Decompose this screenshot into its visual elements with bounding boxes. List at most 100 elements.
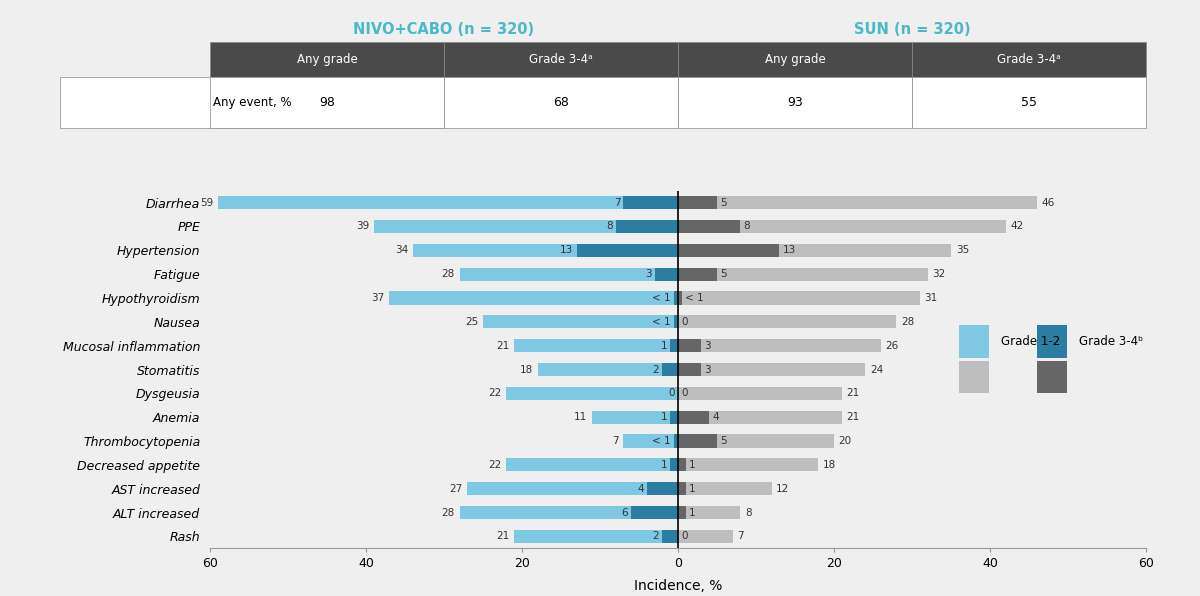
Text: 37: 37	[372, 293, 385, 303]
Text: 7: 7	[737, 532, 744, 541]
Bar	[460, 268, 678, 281]
Text: 7: 7	[613, 198, 620, 207]
Bar	[671, 458, 678, 471]
Text: Grade 3-4ᵃ: Grade 3-4ᵃ	[529, 53, 593, 66]
Text: 24: 24	[870, 365, 883, 374]
Text: 31: 31	[924, 293, 937, 303]
Bar	[390, 291, 678, 305]
Text: 34: 34	[395, 246, 408, 255]
Text: 2: 2	[653, 365, 659, 374]
Text: < 1: < 1	[653, 317, 671, 327]
Bar	[482, 315, 678, 328]
Text: NIVO+CABO (n = 320): NIVO+CABO (n = 320)	[354, 22, 534, 38]
X-axis label: Incidence, %: Incidence, %	[634, 579, 722, 592]
Bar	[678, 268, 718, 281]
Bar	[577, 244, 678, 257]
Text: 25: 25	[466, 317, 479, 327]
Bar	[678, 434, 834, 448]
Text: 1: 1	[660, 412, 667, 422]
Bar	[655, 268, 678, 281]
Bar	[515, 530, 678, 543]
Text: 28: 28	[901, 317, 914, 327]
Text: 35: 35	[955, 246, 968, 255]
Text: 21: 21	[846, 389, 859, 398]
Text: 1: 1	[660, 460, 667, 470]
Text: 98: 98	[319, 97, 335, 109]
Text: 5: 5	[720, 436, 727, 446]
Text: 3: 3	[704, 341, 712, 350]
Text: 3: 3	[704, 365, 712, 374]
Text: 32: 32	[932, 269, 946, 279]
Bar	[678, 220, 1006, 233]
Text: 0: 0	[668, 389, 674, 398]
Bar	[616, 220, 678, 233]
Bar	[662, 363, 678, 376]
Bar	[678, 196, 718, 209]
Text: 55: 55	[1021, 97, 1037, 109]
Text: 20: 20	[839, 436, 852, 446]
Text: 8: 8	[745, 508, 751, 517]
Text: 22: 22	[488, 460, 502, 470]
Bar	[678, 458, 686, 471]
Text: Grade 1-2: Grade 1-2	[1001, 335, 1060, 347]
Text: 8: 8	[744, 222, 750, 231]
Bar	[506, 387, 678, 400]
Text: 4: 4	[637, 484, 643, 493]
Text: 5: 5	[720, 269, 727, 279]
Text: Grade 3-4ᵃ: Grade 3-4ᵃ	[997, 53, 1061, 66]
Bar	[674, 291, 678, 305]
Text: 12: 12	[776, 484, 790, 493]
Bar	[678, 315, 896, 328]
Bar	[678, 411, 709, 424]
Text: 18: 18	[823, 460, 836, 470]
Text: 4: 4	[713, 412, 719, 422]
Text: 1: 1	[689, 508, 696, 517]
Text: 13: 13	[560, 246, 574, 255]
Text: 6: 6	[622, 508, 628, 517]
Bar	[218, 196, 678, 209]
Bar	[678, 363, 701, 376]
Bar	[678, 244, 780, 257]
Bar	[678, 291, 919, 305]
Text: 8: 8	[606, 222, 612, 231]
Text: 21: 21	[497, 532, 510, 541]
Text: 2: 2	[653, 532, 659, 541]
Text: 18: 18	[520, 365, 533, 374]
Text: 21: 21	[846, 412, 859, 422]
Text: 28: 28	[442, 508, 455, 517]
Bar	[678, 458, 818, 471]
Bar	[631, 506, 678, 519]
Text: < 1: < 1	[685, 293, 703, 303]
Bar	[413, 244, 678, 257]
Text: 22: 22	[488, 389, 502, 398]
Text: 7: 7	[612, 436, 619, 446]
Text: Grade 3-4ᵇ: Grade 3-4ᵇ	[1079, 335, 1142, 347]
Bar	[647, 482, 678, 495]
Bar	[468, 482, 678, 495]
Text: 1: 1	[689, 484, 696, 493]
Bar	[678, 196, 1037, 209]
Text: 46: 46	[1042, 198, 1055, 207]
Text: 42: 42	[1010, 222, 1024, 231]
Text: 68: 68	[553, 97, 569, 109]
Bar	[678, 339, 701, 352]
Bar	[674, 434, 678, 448]
Text: 28: 28	[442, 269, 455, 279]
Text: 0: 0	[682, 389, 688, 398]
Bar	[593, 411, 678, 424]
Text: 26: 26	[886, 341, 899, 350]
Bar	[678, 339, 881, 352]
Bar	[678, 434, 718, 448]
Bar	[678, 482, 686, 495]
Text: 21: 21	[497, 341, 510, 350]
Text: Any event, %: Any event, %	[212, 97, 292, 109]
Text: 59: 59	[200, 198, 214, 207]
Bar	[678, 387, 842, 400]
Bar	[678, 482, 772, 495]
Bar	[678, 506, 686, 519]
Text: 11: 11	[575, 412, 588, 422]
Text: 13: 13	[782, 246, 796, 255]
Text: < 1: < 1	[653, 293, 671, 303]
Bar	[678, 291, 682, 305]
Text: 27: 27	[450, 484, 463, 493]
